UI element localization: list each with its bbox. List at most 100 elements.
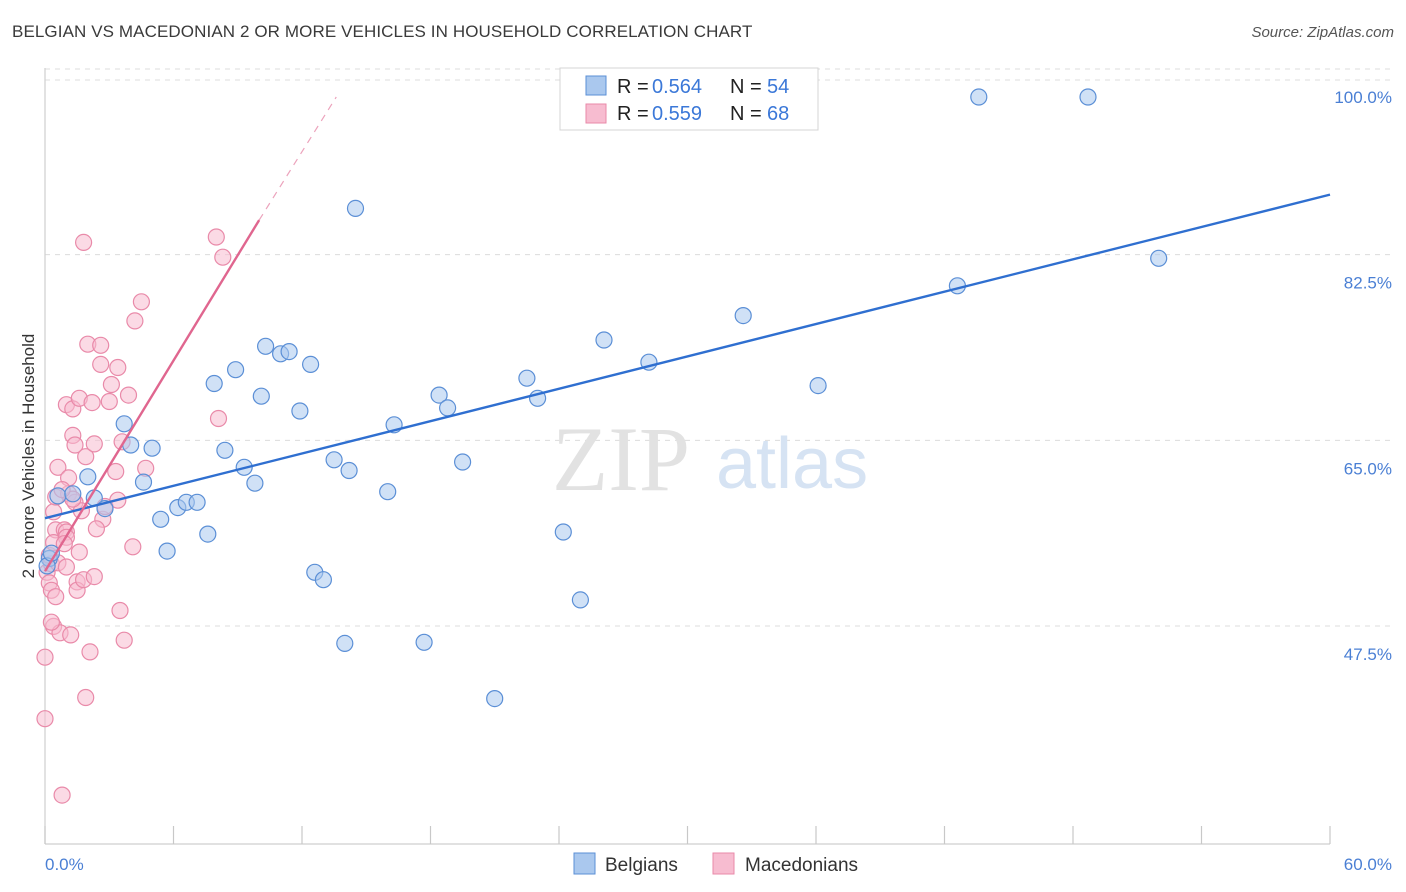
watermark-zip: ZIP	[552, 408, 690, 510]
belgian-point-43	[571, 591, 590, 609]
macedonian-point-27	[70, 543, 88, 561]
belgian-point-44	[595, 331, 613, 349]
bottom-legend-swatch-belgians	[573, 852, 596, 875]
macedonian-point-10	[49, 458, 67, 476]
belgian-point-51	[1150, 249, 1168, 267]
belgian-point-14	[188, 493, 206, 511]
belgian-point-38	[454, 453, 472, 471]
x-tick-label-max: 60.0%	[1344, 855, 1392, 874]
belgian-point-1	[49, 487, 67, 505]
y-tick-label-3: 100.0%	[1334, 88, 1392, 107]
macedonian-point-51	[119, 386, 138, 404]
belgian-point-37	[439, 399, 457, 417]
macedonian-point-54	[132, 293, 150, 311]
macedonian-point-38	[85, 435, 103, 453]
belgian-point-18	[227, 361, 245, 379]
legend-r-label-belgians: R =	[617, 76, 649, 98]
legend-swatch-macedonians	[585, 103, 607, 124]
macedonian-trend-extension	[258, 96, 337, 221]
belgian-point-24	[280, 343, 298, 361]
macedonian-point-53	[126, 312, 144, 330]
belgian-point-30	[336, 634, 354, 653]
belgian-point-25	[291, 402, 309, 420]
belgian-trend-line	[44, 193, 1331, 520]
legend-n-label-belgians: N =	[730, 76, 762, 98]
bottom-legend-belgians: Belgians	[605, 855, 678, 876]
macedonian-point-66	[42, 613, 61, 631]
legend-r-value-macedonians: 0.559	[652, 103, 702, 125]
belgian-points	[38, 88, 1168, 708]
macedonian-trend-line	[43, 219, 261, 572]
belgian-point-32	[346, 199, 365, 217]
belgian-point-3	[79, 468, 97, 486]
belgian-point-47	[809, 377, 827, 395]
belgian-point-17	[216, 441, 234, 459]
macedonian-point-23	[66, 436, 84, 454]
belgian-point-36	[430, 386, 448, 404]
macedonian-point-36	[83, 394, 101, 412]
belgian-point-16	[205, 374, 223, 393]
belgian-point-6	[115, 415, 133, 433]
y-tick-labels: 47.5% 65.0% 82.5% 100.0%	[1334, 88, 1392, 664]
source-label: Source: ZipAtlas.com	[1251, 24, 1394, 41]
x-tick-label-min: 0.0%	[45, 855, 84, 874]
belgian-point-15	[199, 525, 217, 543]
belgian-point-33	[379, 483, 397, 501]
macedonian-point-35	[81, 643, 99, 661]
macedonian-point-47	[109, 358, 127, 377]
macedonian-point-39	[92, 355, 110, 373]
macedonian-point-32	[77, 448, 95, 466]
macedonian-point-15	[57, 558, 76, 576]
macedonian-point-44	[102, 375, 121, 394]
x-axis-ticks	[44, 826, 1331, 844]
macedonian-point-0	[36, 648, 54, 666]
legend-n-value-belgians: 54	[767, 76, 789, 98]
legend-box: R = 0.564 N = 54 R = 0.559 N = 68	[559, 67, 819, 131]
belgian-point-46	[734, 307, 752, 325]
y-tick-label-1: 65.0%	[1344, 459, 1392, 478]
belgian-point-10	[152, 510, 170, 528]
y-tick-label-2: 82.5%	[1344, 274, 1392, 293]
trend-lines	[43, 96, 1331, 572]
macedonian-point-37	[85, 567, 103, 586]
macedonian-point-45	[107, 462, 125, 481]
macedonian-point-40	[92, 336, 110, 354]
macedonian-point-33	[77, 688, 95, 707]
belgian-point-50	[1079, 88, 1097, 106]
macedonian-point-43	[100, 392, 118, 411]
belgian-point-9	[143, 439, 161, 457]
macedonian-point-50	[115, 631, 133, 649]
macedonian-point-58	[214, 248, 232, 266]
belgian-point-31	[340, 461, 358, 480]
chart-title: BELGIAN VS MACEDONIAN 2 OR MORE VEHICLES…	[12, 22, 753, 41]
belgian-point-22	[257, 337, 275, 355]
y-tick-label-0: 47.5%	[1344, 645, 1392, 664]
belgian-point-21	[252, 387, 270, 405]
bottom-legend: Belgians Macedonians	[573, 852, 858, 876]
legend-n-value-macedonians: 68	[767, 103, 789, 125]
belgian-point-42	[554, 523, 572, 541]
legend-n-label-macedonians: N =	[730, 103, 762, 125]
belgian-point-29	[325, 451, 343, 469]
y-axis-label: 2 or more Vehicles in Household	[19, 334, 38, 579]
belgian-point-11	[158, 542, 176, 560]
belgian-point-49	[970, 88, 988, 106]
belgian-point-39	[486, 689, 504, 708]
macedonian-point-65	[87, 520, 106, 538]
belgian-point-40	[518, 369, 536, 387]
belgian-point-28	[314, 571, 332, 589]
macedonian-point-31	[74, 233, 93, 251]
belgian-point-2	[64, 485, 82, 503]
legend-r-label-macedonians: R =	[617, 103, 649, 125]
macedonian-point-48	[111, 601, 129, 620]
belgian-point-8	[134, 473, 153, 491]
macedonian-point-61	[47, 588, 65, 606]
macedonian-point-56	[207, 228, 225, 246]
macedonian-point-57	[209, 409, 228, 428]
belgian-point-35	[415, 633, 433, 651]
watermark-atlas: atlas	[716, 424, 868, 504]
legend-r-value-belgians: 0.564	[652, 76, 702, 98]
macedonian-point-52	[124, 538, 142, 556]
belgian-point-26	[302, 355, 320, 373]
